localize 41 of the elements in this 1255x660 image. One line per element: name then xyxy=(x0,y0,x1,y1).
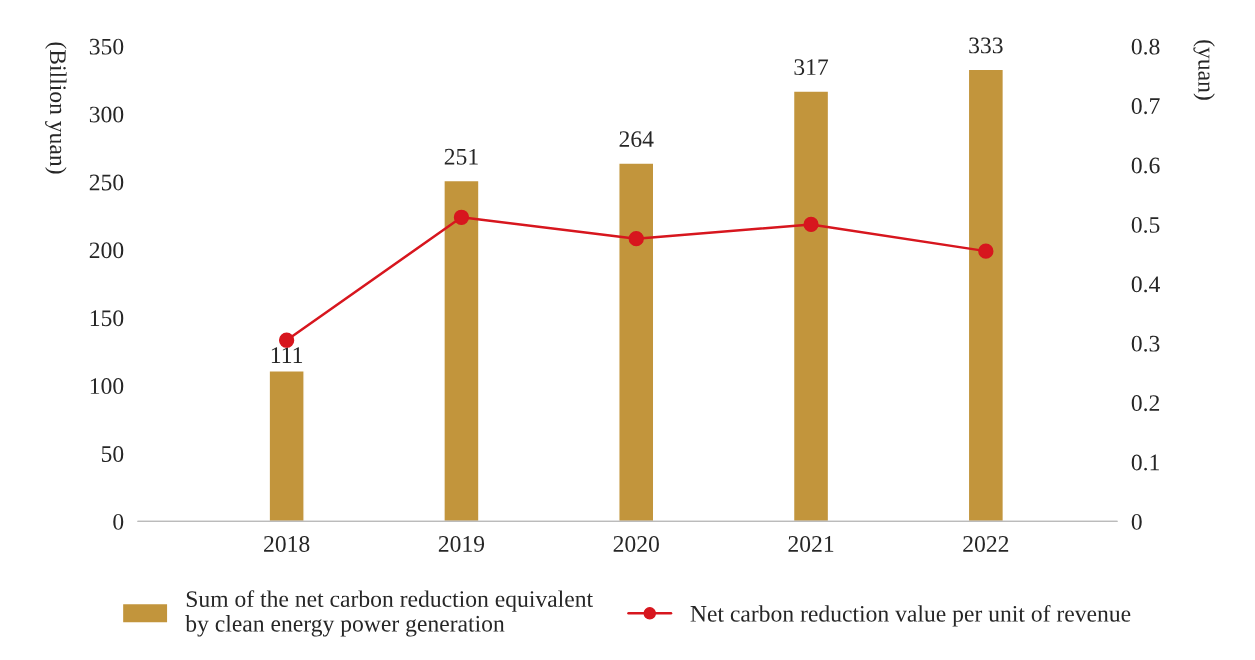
x-tick-label: 2019 xyxy=(438,535,485,552)
data-label: 264 xyxy=(619,131,654,148)
y2-axis-title: (yuan) xyxy=(1193,40,1215,100)
x-tick-label: 2022 xyxy=(963,535,1009,552)
y-tick-label: 150 xyxy=(90,310,124,327)
y-axis-title: (Billion yuan) xyxy=(45,42,67,174)
bar xyxy=(443,179,480,522)
x-tick-label: 2020 xyxy=(613,535,659,552)
data-label: 333 xyxy=(969,37,1003,54)
y-tick-label: 200 xyxy=(89,242,124,259)
y2-tick-label: 0.8 xyxy=(1131,38,1160,55)
point xyxy=(278,332,295,348)
y2-tick-label: 0.7 xyxy=(1131,98,1160,115)
bar xyxy=(268,369,305,522)
data-label: 251 xyxy=(444,148,478,165)
y2-tick-label: 0.5 xyxy=(1131,216,1160,233)
y-tick-label: 100 xyxy=(90,378,124,395)
bar xyxy=(967,68,1005,522)
y2-tick-label: 0.1 xyxy=(1131,454,1159,471)
y-tick-label: 250 xyxy=(89,174,124,191)
y2-tick-label: 0.6 xyxy=(1131,157,1160,174)
bar xyxy=(792,90,830,522)
point xyxy=(453,209,470,225)
y-tick-label: 300 xyxy=(89,106,124,123)
y2-tick-label: 0.3 xyxy=(1131,335,1160,352)
y2-tick-label: 0.4 xyxy=(1131,276,1160,293)
x-tick-label: 2018 xyxy=(264,535,310,552)
point xyxy=(978,243,994,259)
x-tick-label: 2021 xyxy=(788,535,834,552)
y-tick-label: 0 xyxy=(113,513,124,530)
y2-tick-label: 0.2 xyxy=(1131,395,1160,412)
bar xyxy=(618,162,655,522)
legend-label: Net carbon reduction value per unit of revenue xyxy=(690,604,1131,627)
point xyxy=(803,216,819,233)
y-tick-label: 50 xyxy=(101,446,124,462)
data-label: 111 xyxy=(271,347,303,363)
y2-tick-label: 0 xyxy=(1131,513,1142,530)
data-label: 317 xyxy=(794,59,829,76)
y-tick-label: 350 xyxy=(89,38,124,55)
legend-label: Sum of the net carbon reduction equivalent by clean energy power generation xyxy=(185,590,593,637)
point xyxy=(628,231,644,247)
